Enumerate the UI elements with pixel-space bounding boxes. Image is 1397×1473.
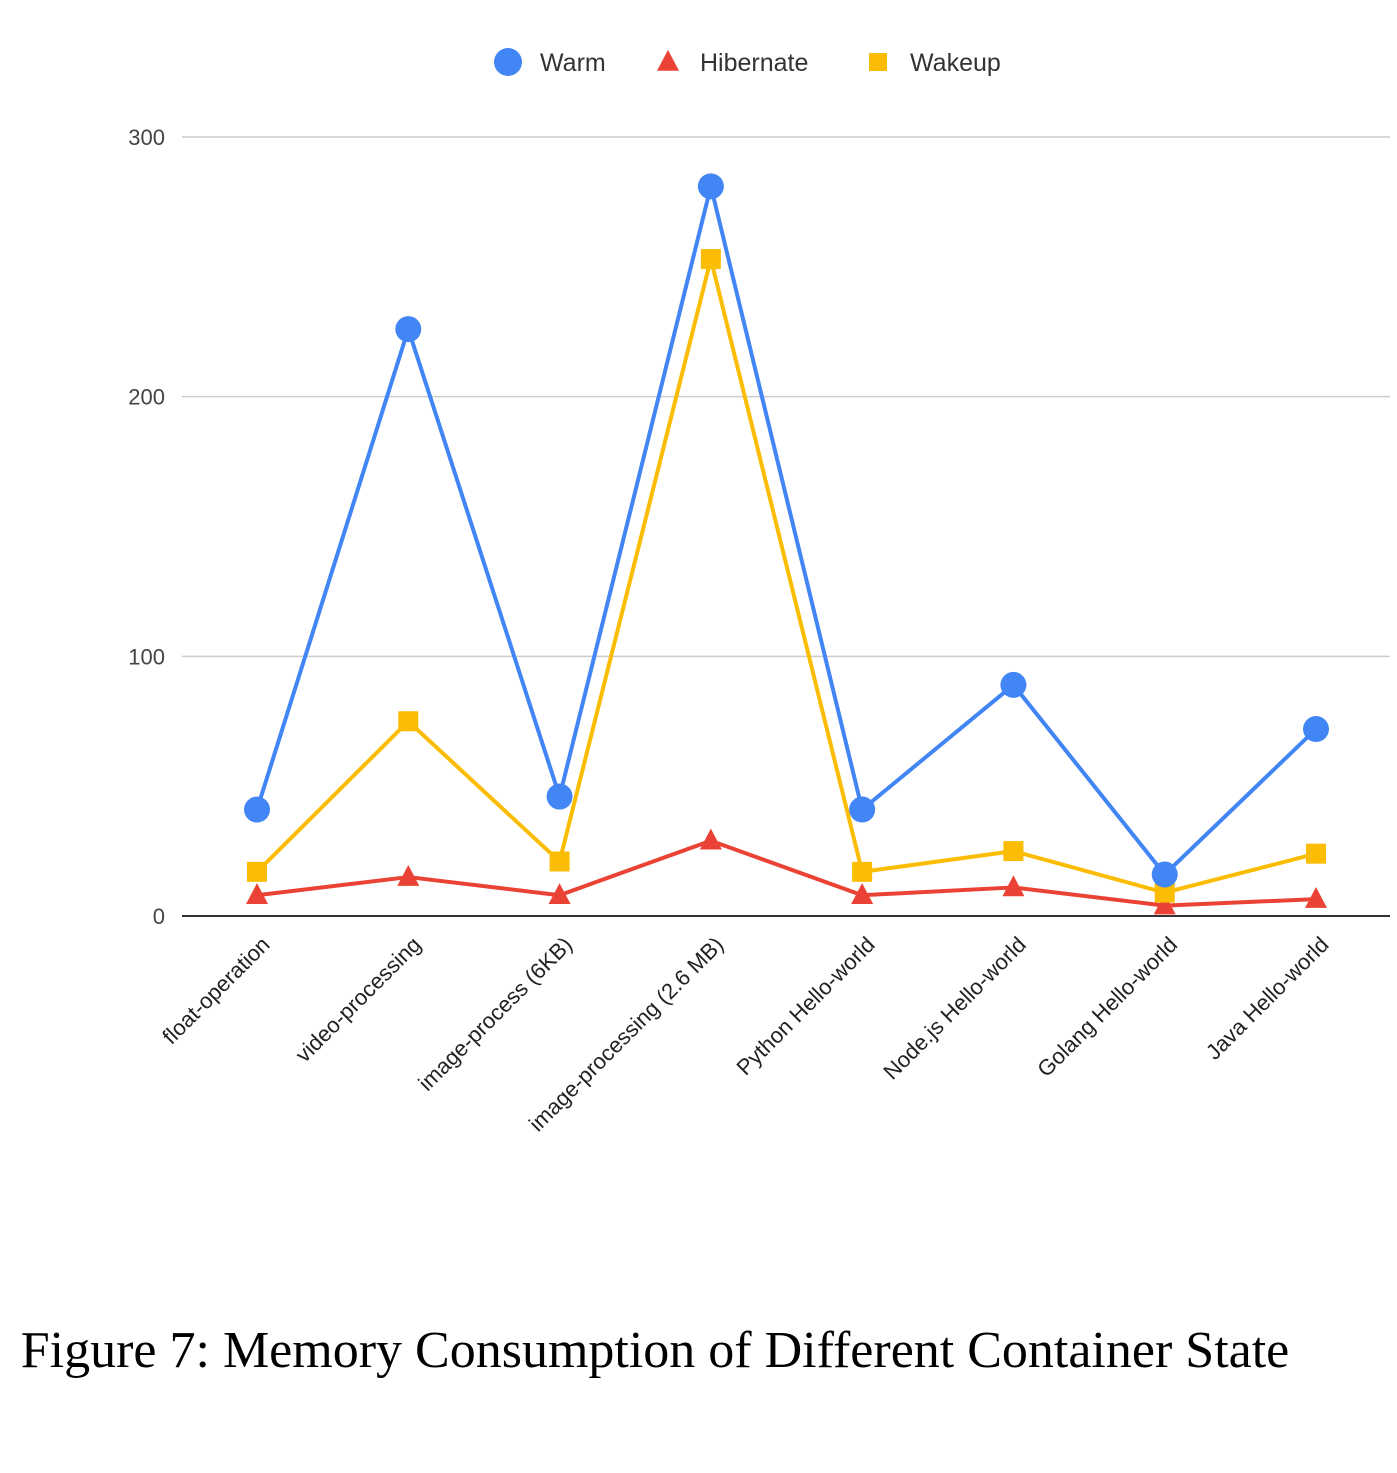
marker-square (700, 249, 721, 270)
series-line (255, 257, 1317, 895)
marker-square (247, 861, 267, 882)
marker-triangle (1153, 893, 1176, 915)
marker-square (1306, 843, 1326, 864)
legend-label: Wakeup (910, 49, 1001, 77)
legend: Warm Hibernate Wakeup (494, 48, 1001, 77)
marker-triangle (1002, 875, 1025, 897)
legend-label: Warm (540, 49, 606, 77)
marker-triangle (548, 883, 571, 905)
legend-item-warm: Warm (494, 48, 606, 77)
marker-square (549, 851, 570, 872)
legend-item-hibernate: Hibernate (657, 49, 808, 77)
series-line (255, 184, 1318, 877)
series-group (244, 173, 1329, 915)
marker-circle (546, 783, 573, 810)
y-tick-label: 0 (153, 904, 165, 929)
x-tick-label: Node.js Hello-world (878, 932, 1031, 1085)
series-warm (244, 173, 1329, 888)
marker-circle (244, 796, 270, 823)
marker-circle (395, 316, 422, 343)
marker-square (1003, 841, 1024, 862)
marker-square (852, 861, 873, 882)
x-tick-label: image-process (6KB) (413, 932, 577, 1096)
line-chart: Warm Hibernate Wakeup 0 100 200 300 float-ope… (128, 48, 1390, 1136)
marker-circle (849, 796, 876, 823)
legend-item-wakeup: Wakeup (869, 49, 1001, 77)
x-tick-label: float-operation (157, 932, 274, 1049)
legend-square-icon (869, 53, 887, 71)
legend-triangle-icon (657, 49, 679, 71)
y-axis-ticks: 0 100 200 300 (128, 125, 165, 929)
x-tick-label: Java Hello-world (1201, 932, 1334, 1065)
series-line (256, 838, 1317, 908)
legend-circle-icon (494, 48, 522, 76)
marker-circle (697, 173, 724, 200)
marker-triangle (1305, 887, 1327, 908)
marker-circle (1303, 716, 1329, 743)
marker-square (1154, 882, 1175, 903)
y-tick-label: 300 (128, 125, 165, 150)
marker-triangle (397, 864, 420, 886)
x-tick-label: Python Hello-world (731, 932, 879, 1080)
x-tick-label: video-processing (291, 932, 426, 1067)
gridlines (182, 136, 1390, 658)
series-hibernate (246, 828, 1327, 915)
y-tick-label: 200 (128, 385, 165, 410)
series-wakeup (247, 249, 1326, 903)
marker-circle (1000, 671, 1027, 698)
x-tick-label: Golang Hello-world (1032, 932, 1182, 1082)
marker-triangle (699, 828, 722, 850)
marker-triangle (246, 883, 268, 905)
x-axis-labels: float-operation video-processingimage-pro… (157, 932, 1333, 1136)
figure-caption: Figure 7: Memory Consumption of Differen… (20, 1322, 1290, 1379)
y-tick-label: 100 (128, 644, 165, 669)
marker-circle (1151, 861, 1178, 888)
marker-triangle (851, 883, 874, 905)
marker-square (398, 711, 419, 732)
legend-label: Hibernate (700, 49, 808, 77)
